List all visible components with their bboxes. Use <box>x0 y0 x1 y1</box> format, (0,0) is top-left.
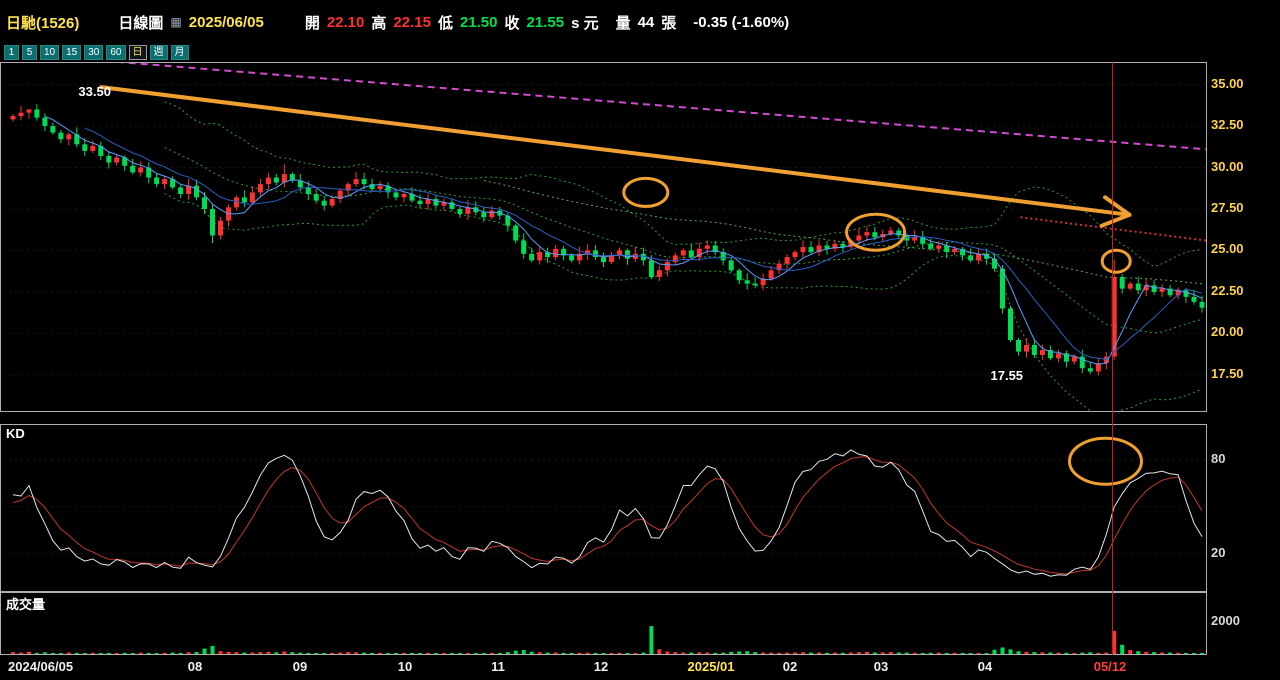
period-button-30[interactable]: 30 <box>84 45 104 60</box>
period-button-1[interactable]: 1 <box>4 45 19 60</box>
x-axis-label: 2025/01 <box>687 659 735 674</box>
x-axis-label: 02 <box>782 659 798 674</box>
downtrend-annotation-line <box>99 85 1132 217</box>
close-label: 收 <box>504 14 520 32</box>
volume-chart-canvas[interactable] <box>1 593 1207 655</box>
volume-unit: 張 <box>661 14 677 32</box>
volume-label: 量 <box>615 14 631 32</box>
stock-symbol[interactable]: 日馳(1526) <box>6 14 80 32</box>
x-axis-label: 11 <box>491 659 505 674</box>
period-button-10[interactable]: 10 <box>40 45 60 60</box>
volume-panel-label: 成交量 <box>6 597 46 612</box>
date-label: 2025/06/05 <box>188 13 264 31</box>
period-button-5[interactable]: 5 <box>22 45 37 60</box>
low-label: 低 <box>437 14 453 32</box>
period-button-月[interactable]: 月 <box>170 45 189 60</box>
kd-axis-label: 20 <box>1211 545 1226 560</box>
header-bar: 日馳(1526) 日線圖 ▦ 2025/06/05 開 22.10 高 22.1… <box>0 0 1280 44</box>
highlight-ellipse <box>1100 248 1132 274</box>
trendline-arrowhead <box>1099 212 1132 228</box>
chart-type-label[interactable]: 日線圖 <box>118 14 164 32</box>
bollinger-upper-line <box>164 101 1203 268</box>
ma5-line <box>44 115 1203 365</box>
kd-d-line <box>12 456 1203 575</box>
period-toolbar: 1 5 10 15 30 60 日週月 <box>4 45 189 61</box>
ma60-line <box>483 180 1203 285</box>
price-chart-panel[interactable]: 33.50 17.55 <box>0 62 1207 412</box>
volume-value: 44 <box>637 13 655 31</box>
kd-axis-label: 80 <box>1211 451 1226 466</box>
annual-ma-line <box>1020 216 1206 242</box>
period-button-日[interactable]: 日 <box>128 45 147 60</box>
long-term-ma-line <box>118 63 1206 151</box>
x-axis-label: 2024/06/05 <box>8 659 74 674</box>
change-value: -0.35 (-1.60%) <box>693 13 790 31</box>
high-label: 高 <box>371 14 387 32</box>
x-axis-label: 10 <box>397 659 413 674</box>
high-value: 22.15 <box>393 13 431 31</box>
chart-settings-icon[interactable]: ▦ <box>170 15 182 29</box>
crosshair-vline <box>1112 62 1113 655</box>
price-axis-label: 25.00 <box>1211 241 1244 256</box>
x-axis-label: 04 <box>977 659 993 674</box>
x-axis: 2024/06/05 08 09 10 11 12 2025/01 02 03 04 05/12 <box>0 656 1280 680</box>
volume-axis-label: 2000 <box>1211 613 1240 628</box>
ma10-line <box>84 127 1203 360</box>
price-axis-label: 35.00 <box>1211 76 1244 91</box>
unit-suffix: s 元 <box>571 14 599 32</box>
open-value: 22.10 <box>326 13 365 31</box>
close-value: 21.55 <box>526 13 565 31</box>
kd-k-line <box>12 449 1203 577</box>
volume-panel[interactable]: 成交量 <box>0 592 1207 655</box>
kd-chart-canvas[interactable] <box>1 425 1207 592</box>
kd-panel-label: KD <box>6 426 25 441</box>
open-label: 開 <box>304 14 320 32</box>
highlight-ellipse <box>622 176 670 208</box>
low-value: 21.50 <box>459 13 498 31</box>
price-annotation-label: 17.55 <box>991 368 1024 383</box>
volume-bars <box>11 626 1204 654</box>
period-button-週[interactable]: 週 <box>149 45 168 60</box>
highlight-ellipse <box>1068 436 1143 486</box>
highlight-ellipse <box>845 212 907 252</box>
candles-layer <box>10 104 1205 376</box>
x-axis-label: 12 <box>593 659 609 674</box>
price-chart-canvas[interactable]: 33.50 17.55 <box>1 63 1207 412</box>
period-button-60[interactable]: 60 <box>106 45 126 60</box>
kd-indicator-panel[interactable]: KD <box>0 424 1207 592</box>
price-axis-label: 17.50 <box>1211 366 1244 381</box>
bollinger-middle-line <box>164 147 1203 334</box>
x-axis-label: 08 <box>187 659 203 674</box>
bollinger-lower-line <box>164 192 1203 411</box>
main-gridlines <box>9 84 1206 376</box>
price-annotation-label: 33.50 <box>78 84 111 99</box>
price-axis-label: 30.00 <box>1211 159 1244 174</box>
price-axis-label: 22.50 <box>1211 283 1244 298</box>
trendline-arrowhead <box>1103 195 1132 217</box>
x-axis-label: 05/12 <box>1093 659 1127 674</box>
x-axis-label: 03 <box>873 659 889 674</box>
price-axis-label: 32.50 <box>1211 117 1244 132</box>
period-button-15[interactable]: 15 <box>62 45 82 60</box>
price-axis-label: 27.50 <box>1211 200 1244 215</box>
kd-gridlines <box>9 459 1206 555</box>
x-axis-label: 09 <box>292 659 308 674</box>
price-axis-label: 20.00 <box>1211 324 1244 339</box>
